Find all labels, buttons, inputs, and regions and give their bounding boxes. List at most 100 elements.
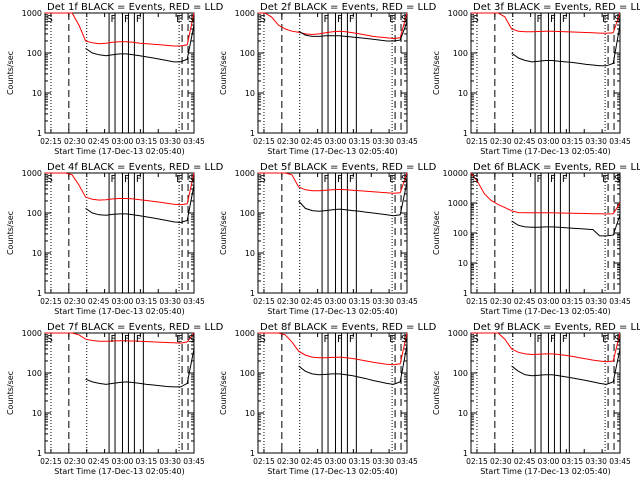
event-marker-letter: F bbox=[136, 14, 142, 25]
event-marker-letter: S bbox=[401, 174, 407, 185]
event-marker-letter: F bbox=[111, 174, 117, 185]
event-marker-letter: S bbox=[188, 14, 194, 25]
x-tick-label: 03:30 bbox=[585, 457, 607, 466]
x-tick-label: 02:15 bbox=[253, 297, 275, 306]
event-marker-letter: F bbox=[136, 174, 142, 185]
x-tick-label: 03:45 bbox=[609, 137, 631, 146]
series-line-lld bbox=[470, 172, 621, 215]
x-tick-label: 02:30 bbox=[64, 297, 86, 306]
x-tick-label: 03:15 bbox=[562, 137, 584, 146]
x-axis-label: Start Time (17-Dec-13 02:05:40) bbox=[267, 147, 398, 156]
x-axis-label: Start Time (17-Dec-13 02:05:40) bbox=[480, 147, 611, 156]
x-tick-label: 02:30 bbox=[490, 137, 512, 146]
x-tick-label: 03:15 bbox=[136, 297, 158, 306]
x-tick-label: 02:30 bbox=[490, 297, 512, 306]
y-tick-label: 100 bbox=[453, 49, 468, 58]
y-tick-label: 10 bbox=[32, 249, 42, 258]
series-line-events bbox=[298, 21, 408, 42]
y-tick-label: 1000 bbox=[448, 329, 468, 338]
x-tick-label: 03:00 bbox=[112, 297, 134, 306]
chart-title: Det 9f BLACK = Events, RED = LLD bbox=[473, 322, 640, 333]
event-marker-letter: S bbox=[46, 174, 52, 185]
x-tick-label: 02:15 bbox=[466, 457, 488, 466]
y-tick-label: 100 bbox=[27, 369, 42, 378]
chart-panel: Det 7f BLACK = Events, RED = LLD Counts/s… bbox=[6, 322, 224, 476]
chart-panel: Det 4f BLACK = Events, RED = LLD Counts/s… bbox=[6, 162, 224, 316]
y-tick-label: 100 bbox=[240, 369, 255, 378]
y-tick-label: 10 bbox=[245, 89, 255, 98]
y-tick-label: 10000 bbox=[443, 169, 468, 178]
y-tick-label: 1 bbox=[463, 129, 468, 138]
y-tick-label: 1 bbox=[37, 129, 42, 138]
x-tick-label: 03:15 bbox=[349, 137, 371, 146]
plot-frame bbox=[257, 332, 408, 454]
event-marker-letter: E bbox=[389, 14, 395, 25]
plot-frame bbox=[44, 12, 195, 134]
event-marker-letter: F bbox=[349, 334, 355, 345]
y-tick-label: 10 bbox=[458, 259, 468, 268]
y-tick-label: 1000 bbox=[22, 9, 42, 18]
y-axis-label: Counts/sec bbox=[219, 211, 228, 255]
x-tick-label: 03:15 bbox=[349, 457, 371, 466]
event-marker-letter: F bbox=[337, 14, 343, 25]
x-tick-label: 03:15 bbox=[562, 457, 584, 466]
y-axis-label: Counts/sec bbox=[432, 371, 441, 415]
series-line-events bbox=[298, 344, 408, 385]
y-tick-label: 1 bbox=[250, 449, 255, 458]
x-tick-label: 02:45 bbox=[301, 297, 323, 306]
y-axis-label: Counts/sec bbox=[432, 51, 441, 95]
x-tick-label: 03:00 bbox=[538, 297, 560, 306]
event-marker-letter: S bbox=[401, 334, 407, 345]
chart-panel: Det 9f BLACK = Events, RED = LLD Counts/s… bbox=[432, 322, 640, 476]
x-tick-label: 03:15 bbox=[136, 137, 158, 146]
series-line-lld bbox=[258, 332, 408, 366]
x-tick-label: 02:45 bbox=[301, 457, 323, 466]
x-tick-label: 02:45 bbox=[88, 137, 110, 146]
x-tick-label: 03:45 bbox=[396, 297, 418, 306]
chart-panel: Det 5f BLACK = Events, RED = LLD Counts/s… bbox=[219, 162, 437, 316]
y-tick-label: 1 bbox=[37, 289, 42, 298]
y-tick-label: 1000 bbox=[22, 169, 42, 178]
x-tick-label: 02:30 bbox=[64, 457, 86, 466]
event-marker-letter: E bbox=[176, 14, 182, 25]
x-tick-label: 02:45 bbox=[88, 457, 110, 466]
event-marker-letter: F bbox=[124, 174, 130, 185]
chart-title: Det 4f BLACK = Events, RED = LLD bbox=[47, 162, 224, 173]
event-marker-letter: F bbox=[550, 334, 556, 345]
series-line-lld bbox=[471, 332, 621, 363]
event-marker-letter: F bbox=[136, 334, 142, 345]
y-axis-label: Counts/sec bbox=[6, 211, 15, 255]
x-tick-label: 02:15 bbox=[40, 457, 62, 466]
event-marker-letter: F bbox=[111, 334, 117, 345]
event-marker-letter: E bbox=[602, 14, 608, 25]
x-tick-label: 02:15 bbox=[40, 137, 62, 146]
event-marker-letter: S bbox=[472, 334, 478, 345]
chart-title: Det 7f BLACK = Events, RED = LLD bbox=[47, 322, 224, 333]
x-tick-label: 03:00 bbox=[112, 457, 134, 466]
event-marker-letter: S bbox=[46, 334, 52, 345]
x-tick-label: 03:45 bbox=[183, 297, 205, 306]
series-line-lld bbox=[45, 332, 195, 344]
x-tick-label: 02:30 bbox=[490, 457, 512, 466]
chart-title: Det 3f BLACK = Events, RED = LLD bbox=[473, 2, 640, 13]
y-tick-label: 100 bbox=[27, 209, 42, 218]
y-axis-label: Counts/sec bbox=[219, 371, 228, 415]
x-tick-label: 03:45 bbox=[396, 457, 418, 466]
y-tick-label: 1 bbox=[463, 449, 468, 458]
series-line-events bbox=[298, 181, 408, 217]
y-tick-label: 1000 bbox=[22, 329, 42, 338]
y-tick-label: 10 bbox=[458, 409, 468, 418]
x-tick-label: 03:30 bbox=[585, 137, 607, 146]
chart-title: Det 6f BLACK = Events, RED = LLD bbox=[473, 162, 640, 173]
y-tick-label: 1 bbox=[250, 129, 255, 138]
event-marker-letter: F bbox=[562, 174, 568, 185]
x-tick-label: 03:15 bbox=[349, 297, 371, 306]
event-marker-letter: F bbox=[562, 334, 568, 345]
series-line-events bbox=[511, 24, 621, 67]
event-marker-letter: F bbox=[124, 334, 130, 345]
event-marker-letter: F bbox=[324, 334, 330, 345]
event-marker-letter: F bbox=[349, 14, 355, 25]
y-tick-label: 100 bbox=[453, 229, 468, 238]
y-axis-label: Counts/sec bbox=[219, 51, 228, 95]
y-tick-label: 10 bbox=[245, 409, 255, 418]
